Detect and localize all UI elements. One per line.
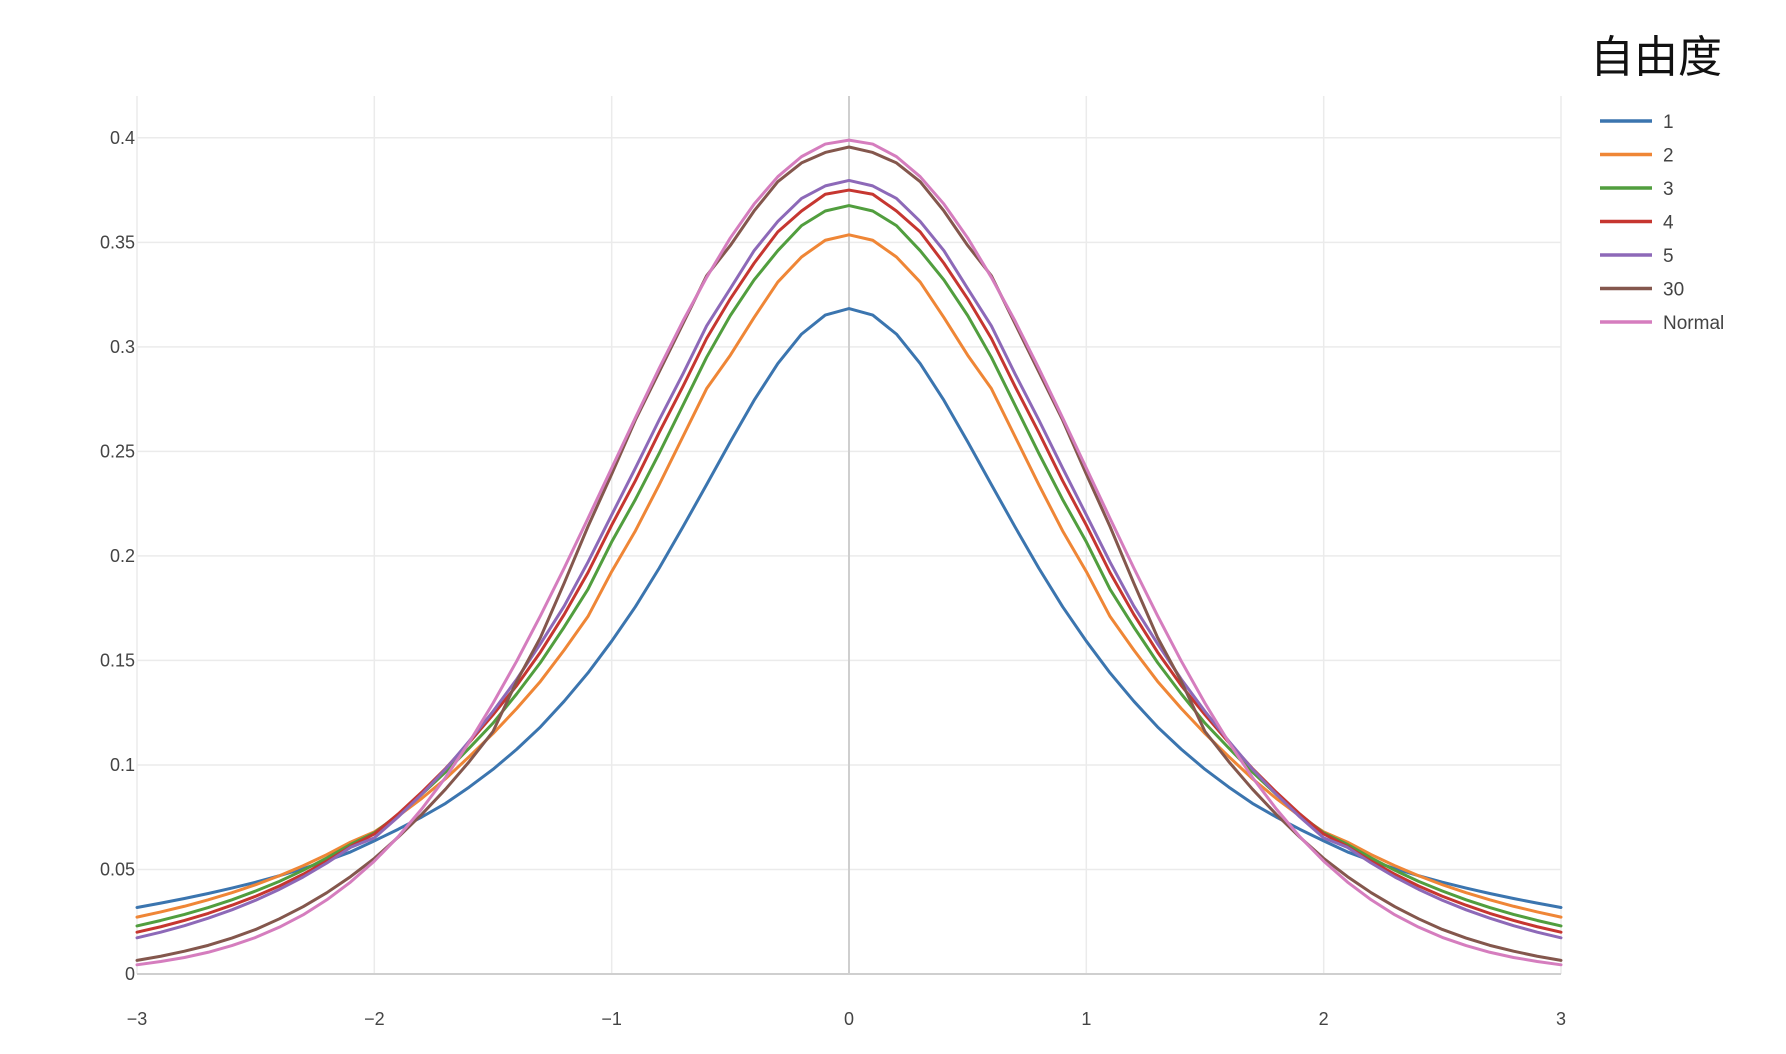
series-layer — [135, 138, 1563, 967]
y-tick-label: 0.15 — [100, 650, 135, 670]
x-tick-label: −3 — [127, 1009, 148, 1029]
legend-label: 4 — [1663, 213, 1674, 234]
axis-layer — [137, 96, 1561, 975]
legend-item-2[interactable]: 2 — [1600, 146, 1674, 167]
x-tick-label: −2 — [364, 1009, 385, 1029]
y-tick-label: 0.05 — [100, 859, 135, 879]
series-line-5 — [135, 178, 1563, 940]
series-line-4 — [135, 188, 1563, 934]
legend-item-1[interactable]: 1 — [1600, 112, 1674, 133]
series-line-30 — [135, 145, 1563, 962]
legend-item-5[interactable]: 5 — [1600, 246, 1674, 267]
legend-item-3[interactable]: 3 — [1600, 179, 1674, 200]
x-tick-label: −1 — [601, 1009, 622, 1029]
legend-label: Normal — [1663, 313, 1724, 334]
legend: 自由度 1 2 3 4 5 30 Normal — [1590, 32, 1724, 334]
y-tick-label: 0.4 — [110, 128, 135, 148]
legend-item-4[interactable]: 4 — [1600, 213, 1674, 234]
legend-label: 3 — [1663, 179, 1674, 200]
legend-label: 2 — [1663, 146, 1674, 167]
x-tick-label: 3 — [1556, 1009, 1566, 1029]
y-tick-label: 0 — [125, 964, 135, 984]
series-line-normal — [135, 138, 1563, 967]
y-tick-label: 0.3 — [110, 337, 135, 357]
series-line-1 — [135, 307, 1563, 910]
legend-label: 5 — [1663, 246, 1674, 267]
tick-layer: −3 −2 −1 0 1 2 3 0 0.05 0.1 0.15 0.2 0.25 0.3 0.35 0.4 — [100, 128, 1566, 1029]
y-tick-label: 0.2 — [110, 546, 135, 566]
x-tick-label: 2 — [1319, 1009, 1329, 1029]
x-tick-label: 0 — [844, 1009, 854, 1029]
legend-label: 1 — [1663, 112, 1674, 133]
legend-label: 30 — [1663, 280, 1684, 301]
legend-item-normal[interactable]: Normal — [1600, 313, 1724, 334]
y-tick-label: 0.25 — [100, 441, 135, 461]
y-tick-label: 0.35 — [100, 232, 135, 252]
legend-title: 自由度 — [1590, 32, 1722, 83]
x-tick-label: 1 — [1081, 1009, 1091, 1029]
y-tick-label: 0.1 — [110, 755, 135, 775]
legend-item-30[interactable]: 30 — [1600, 280, 1684, 301]
